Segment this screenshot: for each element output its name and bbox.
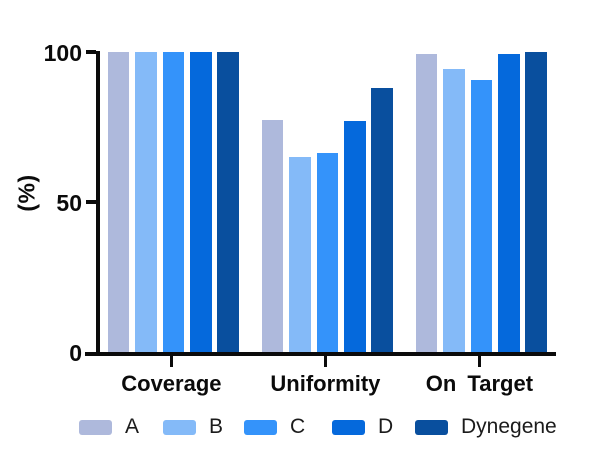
bar-c-on-target — [470, 79, 493, 352]
legend-label: Dynegene — [461, 415, 557, 438]
bar-c-uniformity — [316, 152, 339, 352]
bar-dynegene-uniformity — [371, 88, 394, 352]
legend-label: D — [378, 415, 394, 438]
bar-b-on-target — [443, 68, 465, 352]
y-tick — [86, 50, 96, 54]
y-tick-label: 50 — [56, 190, 82, 216]
x-axis-label: Coverage — [121, 371, 222, 396]
bar-b-coverage — [135, 52, 157, 352]
legend-item-d: D — [332, 415, 394, 438]
legend-item-b: B — [163, 415, 224, 438]
x-axis-label: Uniformity — [270, 371, 381, 396]
legend-label: B — [209, 415, 224, 438]
x-tick — [477, 355, 482, 367]
bar-d-on-target — [497, 53, 520, 352]
x-axis-line — [84, 352, 556, 356]
legend-item-c: C — [244, 415, 306, 438]
bar-b-uniformity — [289, 157, 311, 352]
legend-swatch-icon — [332, 419, 365, 435]
x-axis-label: On Target — [425, 371, 534, 396]
bar-dynegene-coverage — [217, 52, 240, 352]
y-tick — [86, 200, 96, 204]
bar-a-on-target — [415, 54, 438, 352]
y-tick-label: 0 — [69, 340, 82, 366]
bar-dynegene-on-target — [525, 52, 548, 352]
legend-swatch-icon — [244, 419, 277, 435]
bar-c-coverage — [162, 52, 185, 352]
legend: A B C D Dynegene — [0, 415, 600, 440]
y-tick-label: 100 — [43, 40, 82, 66]
y-axis-line — [96, 50, 100, 355]
legend-item-dynegene: Dynegene — [415, 415, 557, 438]
legend-label: C — [290, 415, 306, 438]
bar-a-coverage — [107, 52, 130, 352]
bar-d-uniformity — [343, 121, 366, 352]
legend-item-a: A — [79, 415, 140, 438]
x-tick — [169, 355, 174, 367]
legend-swatch-icon — [163, 419, 196, 435]
legend-label: A — [125, 415, 140, 438]
x-tick — [323, 355, 328, 367]
bar-a-uniformity — [261, 119, 284, 352]
bar-d-coverage — [189, 52, 212, 352]
legend-swatch-icon — [415, 419, 448, 435]
legend-swatch-icon — [79, 419, 112, 435]
